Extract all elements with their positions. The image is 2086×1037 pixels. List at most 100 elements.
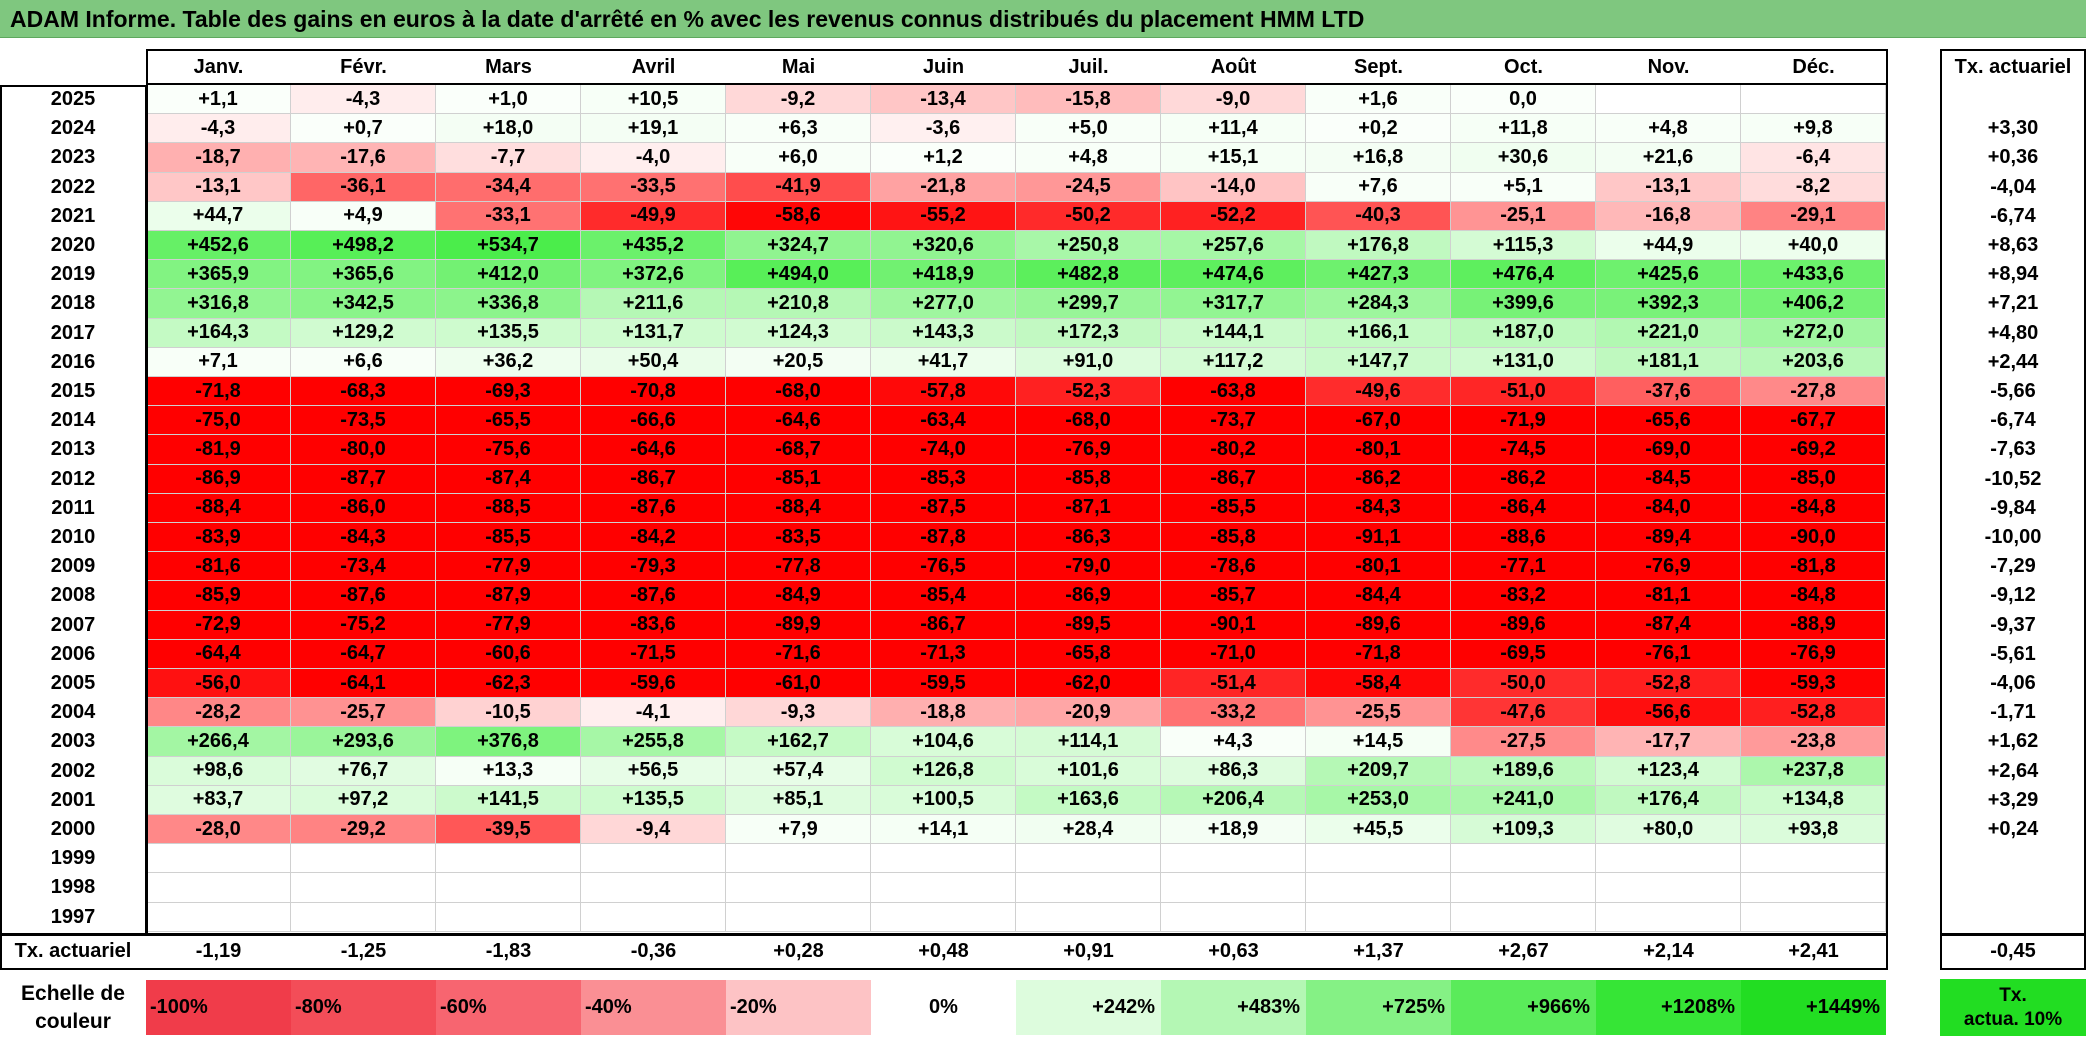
table-cell: -59,6	[581, 669, 726, 699]
table-cell: -51,0	[1451, 377, 1596, 407]
legend-actua-line1: Tx.	[1999, 984, 2027, 1006]
year-label: 2011	[51, 496, 95, 519]
table-cell: -24,5	[1016, 172, 1161, 202]
report-title: ADAM Informe. Table des gains en euros à…	[0, 0, 2086, 38]
year-label: 2015	[50, 380, 96, 403]
table-cell: -67,0	[1306, 406, 1451, 436]
table-cell	[581, 844, 726, 874]
month-header: Avril	[631, 55, 676, 78]
table-cell: -68,0	[726, 377, 871, 407]
table-cell: +91,0	[1016, 347, 1161, 377]
month-header: Juin	[922, 55, 965, 78]
table-cell: +176,8	[1306, 231, 1451, 261]
table-cell: -84,8	[1741, 581, 1886, 611]
table-cell: -76,1	[1596, 639, 1741, 669]
table-cell: -86,2	[1306, 464, 1451, 494]
table-cell: -49,9	[581, 201, 726, 231]
table-cell: -77,9	[436, 552, 581, 582]
table-cell: +36,2	[436, 347, 581, 377]
month-header: Mai	[781, 55, 816, 78]
table-cell: -76,9	[1741, 639, 1886, 669]
table-cell: +237,8	[1741, 756, 1886, 786]
table-cell: -87,6	[581, 581, 726, 611]
table-cell: +83,7	[146, 785, 291, 815]
table-cell: -69,0	[1596, 435, 1741, 465]
table-cell	[1741, 844, 1886, 874]
annual-rate-cell: +0,36	[1987, 146, 2039, 169]
table-cell: -76,9	[1016, 435, 1161, 465]
table-cell: -27,8	[1741, 377, 1886, 407]
table-cell	[1596, 844, 1741, 874]
table-cell: +203,6	[1741, 347, 1886, 377]
table-cell: +494,0	[726, 260, 871, 290]
table-cell: -4,0	[581, 143, 726, 173]
table-cell: -52,3	[1016, 377, 1161, 407]
table-cell: +5,1	[1451, 172, 1596, 202]
table-cell: -3,6	[871, 114, 1016, 144]
year-label: 2004	[50, 701, 96, 724]
table-cell: -83,2	[1451, 581, 1596, 611]
table-cell: +85,1	[726, 785, 871, 815]
table-cell: -76,9	[1596, 552, 1741, 582]
table-cell: +20,5	[726, 347, 871, 377]
totals-cell: +2,41	[1788, 939, 1839, 962]
table-cell: -88,9	[1741, 610, 1886, 640]
table-cell: +221,0	[1596, 318, 1741, 348]
annual-rate-cell: -9,37	[1990, 613, 2036, 636]
legend-label-line1: Echelle de	[21, 981, 125, 1005]
table-cell: +98,6	[146, 756, 291, 786]
table-cell: +5,0	[1016, 114, 1161, 144]
table-cell: +11,8	[1451, 114, 1596, 144]
table-cell: -81,8	[1741, 552, 1886, 582]
table-cell: -86,0	[291, 493, 436, 523]
year-label: 2012	[50, 467, 96, 490]
table-cell: -13,1	[1596, 172, 1741, 202]
table-cell	[436, 844, 581, 874]
table-cell: -68,3	[291, 377, 436, 407]
table-cell	[871, 873, 1016, 903]
table-cell: +40,0	[1741, 231, 1886, 261]
annual-rate-cell: +2,64	[1987, 759, 2039, 782]
table-cell: -59,3	[1741, 669, 1886, 699]
table-cell: +253,0	[1306, 785, 1451, 815]
annual-rate-cell: +7,21	[1987, 292, 2039, 315]
table-cell: -86,7	[871, 610, 1016, 640]
table-cell: -71,3	[871, 639, 1016, 669]
annual-rate-cell: -1,71	[1990, 701, 2036, 724]
totals-cell: -1,19	[195, 939, 242, 962]
table-cell: -64,1	[291, 669, 436, 699]
table-cell	[871, 902, 1016, 932]
table-cell: +257,6	[1161, 231, 1306, 261]
year-label: 2007	[50, 613, 96, 636]
table-cell: +266,4	[146, 727, 291, 757]
year-label: 2001	[50, 788, 96, 811]
table-cell: -91,1	[1306, 523, 1451, 553]
table-cell: +166,1	[1306, 318, 1451, 348]
totals-overall: -0,45	[1990, 939, 2036, 962]
table-cell: -65,8	[1016, 639, 1161, 669]
table-cell: +45,5	[1306, 815, 1451, 845]
table-cell: -86,7	[1161, 464, 1306, 494]
table-cell: +7,9	[726, 815, 871, 845]
table-cell: -75,0	[146, 406, 291, 436]
table-cell	[146, 873, 291, 903]
table-cell: +15,1	[1161, 143, 1306, 173]
table-cell	[1741, 902, 1886, 932]
table-cell: -66,6	[581, 406, 726, 436]
table-cell: -87,4	[1596, 610, 1741, 640]
table-cell: -25,5	[1306, 698, 1451, 728]
table-cell: -8,2	[1741, 172, 1886, 202]
table-cell: -25,7	[291, 698, 436, 728]
table-cell: +320,6	[871, 231, 1016, 261]
table-cell: -74,0	[871, 435, 1016, 465]
table-cell: -88,4	[726, 493, 871, 523]
table-cell: -29,1	[1741, 201, 1886, 231]
table-cell: -84,4	[1306, 581, 1451, 611]
month-header: Août	[1210, 55, 1257, 78]
month-header: Oct.	[1504, 55, 1543, 78]
year-label: 2002	[50, 759, 96, 782]
table-cell: +141,5	[436, 785, 581, 815]
table-cell: -51,4	[1161, 669, 1306, 699]
annual-rate-cell: +8,63	[1987, 234, 2039, 257]
year-label: 1997	[50, 905, 96, 928]
